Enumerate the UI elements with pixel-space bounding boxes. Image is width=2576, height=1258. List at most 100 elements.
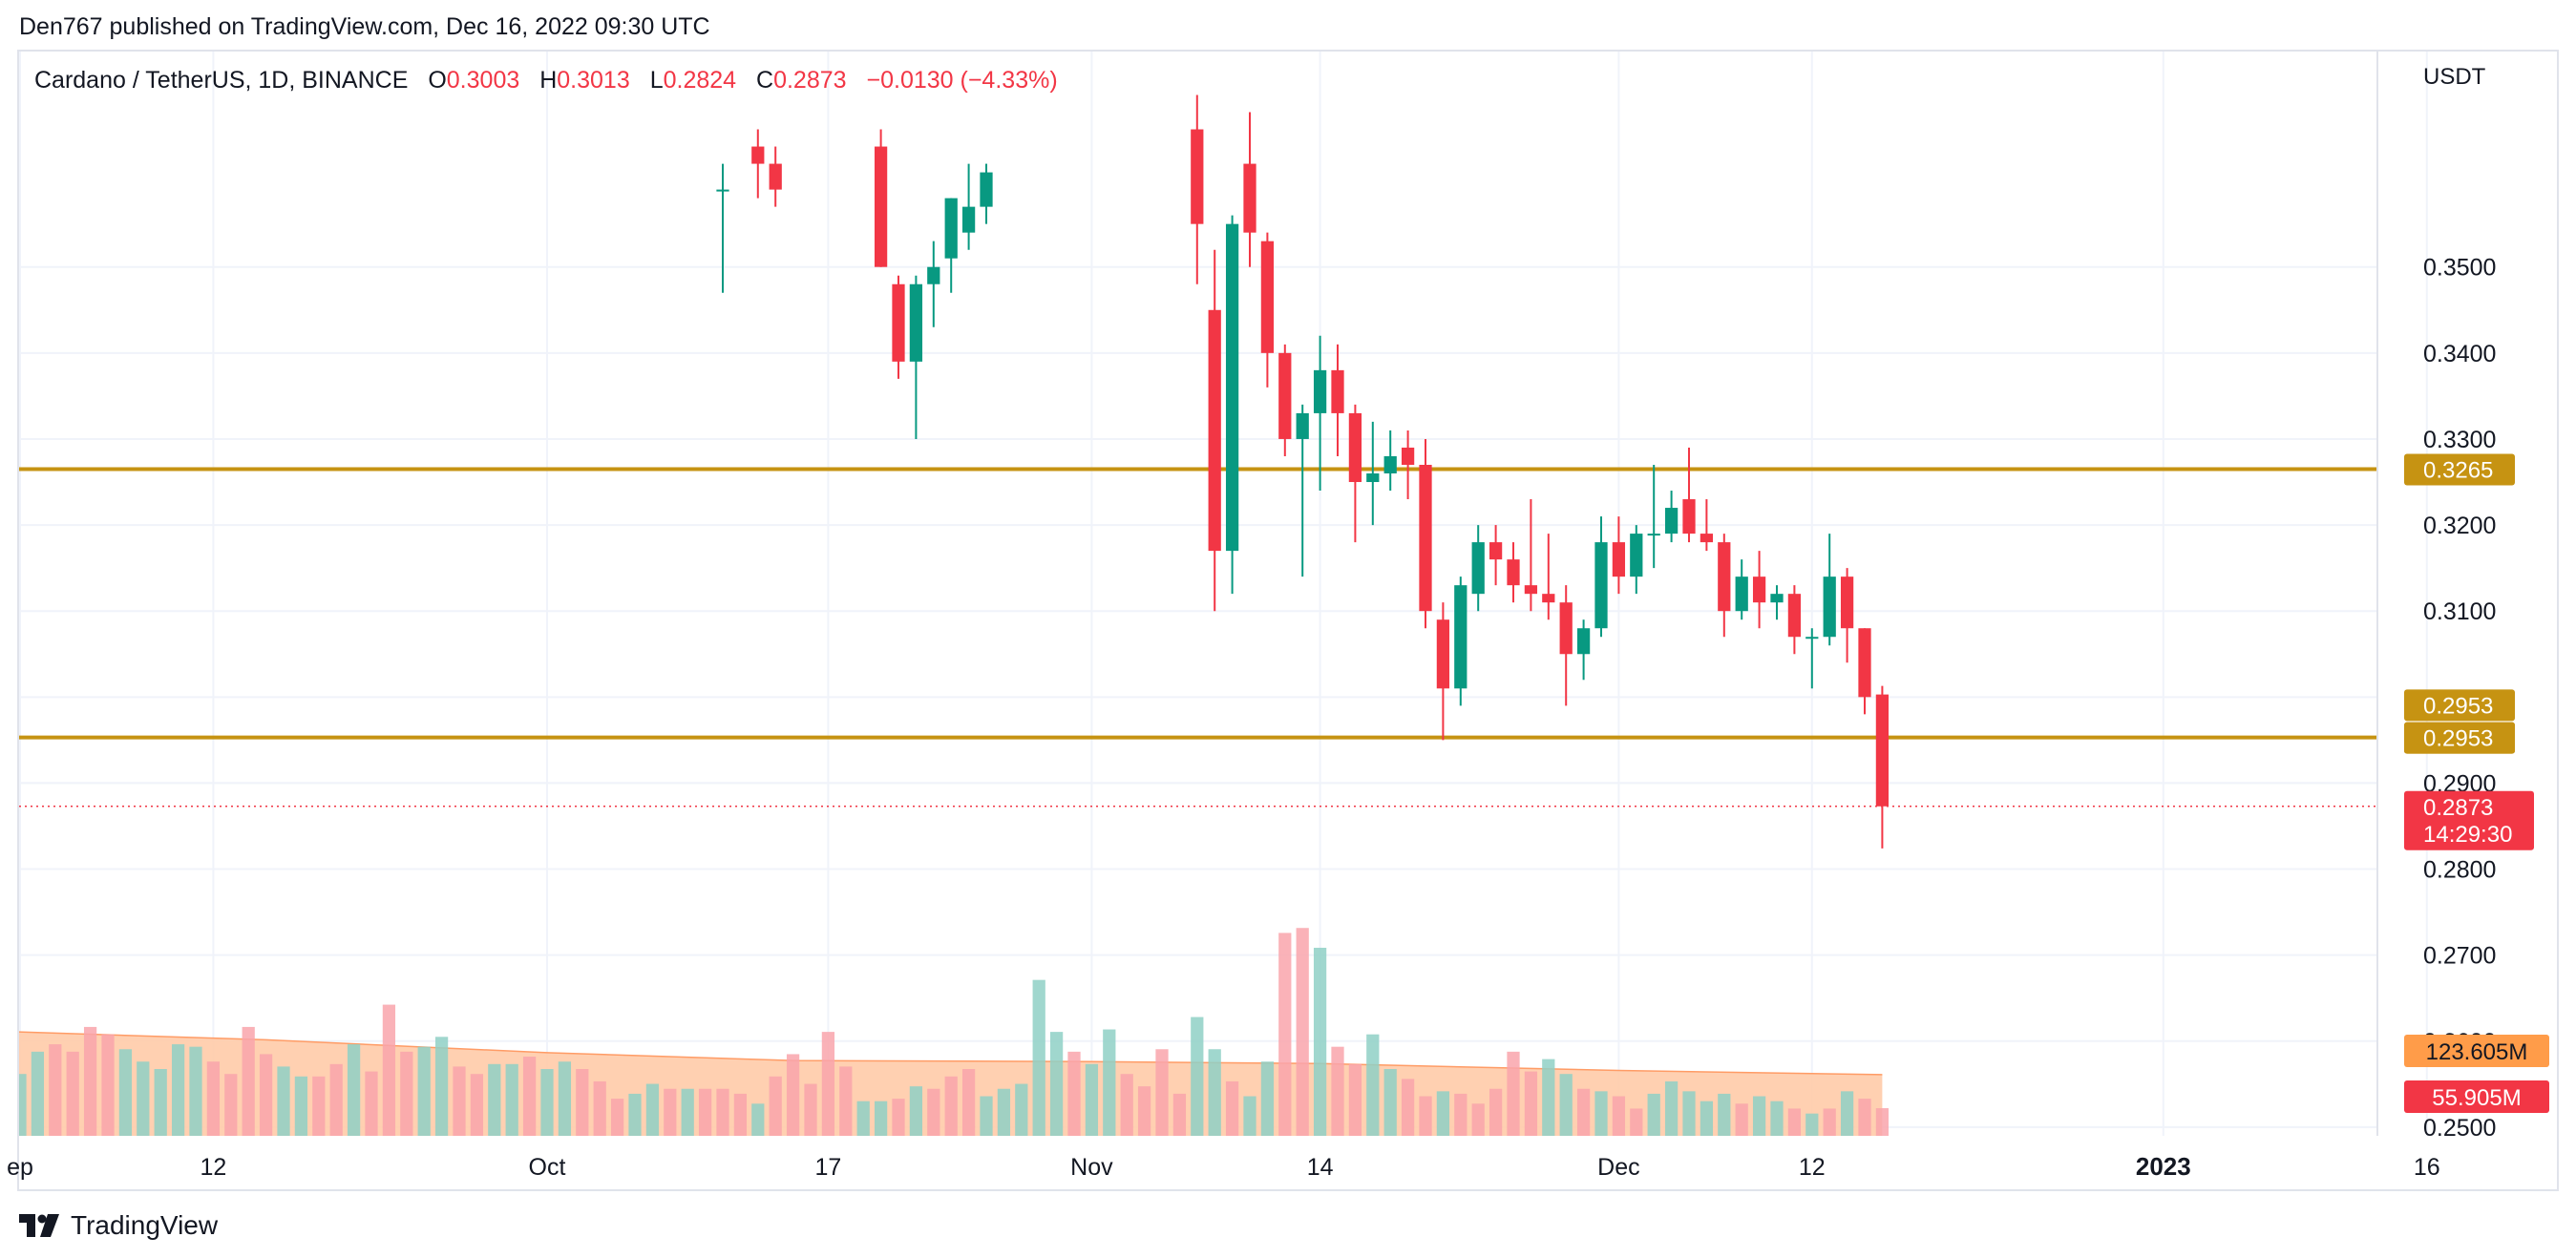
volume-bar: [1383, 1069, 1397, 1136]
x-tick-label: Oct: [529, 1154, 566, 1181]
price-label-text: 0.3265: [2423, 457, 2493, 483]
volume-bar: [1489, 1088, 1503, 1136]
volume-bar: [224, 1074, 238, 1136]
candle-body: [944, 198, 958, 259]
volume-bar: [206, 1061, 221, 1136]
candle-body: [1752, 577, 1766, 603]
x-tick-label: Nov: [1070, 1154, 1113, 1181]
volume-bar: [522, 1057, 537, 1136]
volume-bar: [171, 1044, 185, 1136]
volume-bar: [1067, 1051, 1081, 1136]
volume-bar: [1647, 1093, 1660, 1136]
candle-body: [980, 172, 993, 207]
volume-bar: [645, 1083, 660, 1136]
volume-bar: [1682, 1091, 1696, 1136]
volume-bar: [1471, 1103, 1485, 1136]
chart-frame[interactable]: [17, 50, 2559, 1191]
y-tick-label: 0.3300: [2423, 427, 2496, 453]
countdown-text: 14:29:30: [2423, 822, 2512, 848]
candle-body: [1436, 619, 1450, 689]
volume-bar: [1366, 1034, 1380, 1136]
candle-body: [1260, 241, 1275, 353]
candle-body: [961, 206, 976, 233]
volume-bar: [189, 1046, 202, 1136]
candle-body: [1787, 594, 1802, 638]
tradingview-logo-icon: [19, 1214, 59, 1237]
candle-body: [874, 146, 888, 267]
volume-bar: [1858, 1099, 1871, 1136]
volume-bar: [980, 1096, 993, 1136]
x-tick-label: 17: [814, 1154, 841, 1181]
y-tick-label: 0.3400: [2423, 341, 2496, 367]
x-tick-label: 12: [200, 1154, 226, 1181]
candle-body: [1454, 585, 1467, 689]
volume-bar: [1137, 1086, 1151, 1136]
candle-body: [1805, 637, 1819, 639]
volume-bar: [1700, 1101, 1714, 1136]
volume-bar: [1260, 1061, 1275, 1136]
volume-bar: [610, 1099, 624, 1136]
volume-bar: [892, 1099, 905, 1136]
candle-body: [1858, 628, 1871, 698]
volume-bar: [0, 1061, 9, 1136]
volume-bar: [1049, 1032, 1064, 1136]
volume-bar: [329, 1063, 343, 1136]
volume-bar: [1155, 1049, 1169, 1136]
volume-bar: [154, 1069, 167, 1136]
y-tick-label: 0.2500: [2423, 1115, 2496, 1142]
volume-bar: [628, 1093, 642, 1136]
volume-bar: [1770, 1101, 1784, 1136]
volume-ma-line: [19, 1031, 1883, 1076]
volume-bar: [1805, 1113, 1819, 1136]
volume-bar: [698, 1088, 712, 1136]
price-label-layer: 0.32650.29530.29530.29530.287314:29:3012…: [2404, 453, 2549, 1113]
y-tick-label: 0.2700: [2423, 943, 2496, 970]
candle-body: [1770, 594, 1784, 603]
candle-body: [1191, 129, 1204, 224]
volume-bar: [1313, 947, 1327, 1136]
volume-bar: [277, 1066, 290, 1136]
volume-bar: [1735, 1103, 1748, 1136]
x-tick-label: 2023: [2136, 1152, 2191, 1181]
volume-bar: [1718, 1093, 1731, 1136]
volume-bar: [1787, 1108, 1802, 1136]
volume-bar: [434, 1037, 449, 1136]
volume-bar: [1823, 1108, 1836, 1136]
x-tick-label: 14: [1307, 1154, 1334, 1181]
volume-bar: [540, 1069, 554, 1136]
candle-body: [751, 146, 765, 164]
volume-bar: [400, 1051, 413, 1136]
volume-bar: [294, 1076, 308, 1136]
volume-bar: [83, 1026, 97, 1136]
axis-layer: 0.35000.34000.33000.32000.31000.29000.28…: [7, 52, 2496, 1181]
volume-bar: [242, 1026, 255, 1136]
volume-bar: [1243, 1096, 1256, 1136]
volume-bar: [716, 1088, 729, 1136]
candle-body: [1507, 559, 1520, 586]
volume-bar: [1524, 1071, 1538, 1136]
volume-bar: [470, 1074, 484, 1136]
volume-label-text: 55.905M: [2432, 1085, 2521, 1111]
x-tick-label: 16: [2414, 1154, 2440, 1181]
candle-body: [769, 163, 782, 190]
volume-bar: [558, 1061, 572, 1136]
candle-body: [1348, 412, 1362, 483]
candle-body: [1875, 694, 1890, 807]
candle-body: [1471, 542, 1485, 595]
volume-bar: [137, 1061, 150, 1136]
candle-body: [1225, 223, 1239, 552]
volume-bar: [1172, 1093, 1187, 1136]
level-price-label: [2404, 453, 2515, 486]
tradingview-logo[interactable]: TradingView: [19, 1210, 218, 1241]
volume-bar: [1840, 1091, 1854, 1136]
candle-body: [927, 266, 940, 284]
volume-bar: [19, 1074, 27, 1136]
volume-bar: [997, 1088, 1011, 1136]
volume-bar: [681, 1088, 694, 1136]
level-price-label: [2404, 722, 2515, 754]
volume-bar: [1594, 1091, 1608, 1136]
last-price-label: [2404, 790, 2534, 850]
y-tick-label: 0.3200: [2423, 513, 2496, 539]
price-label-text: 0.2873: [2423, 795, 2493, 821]
